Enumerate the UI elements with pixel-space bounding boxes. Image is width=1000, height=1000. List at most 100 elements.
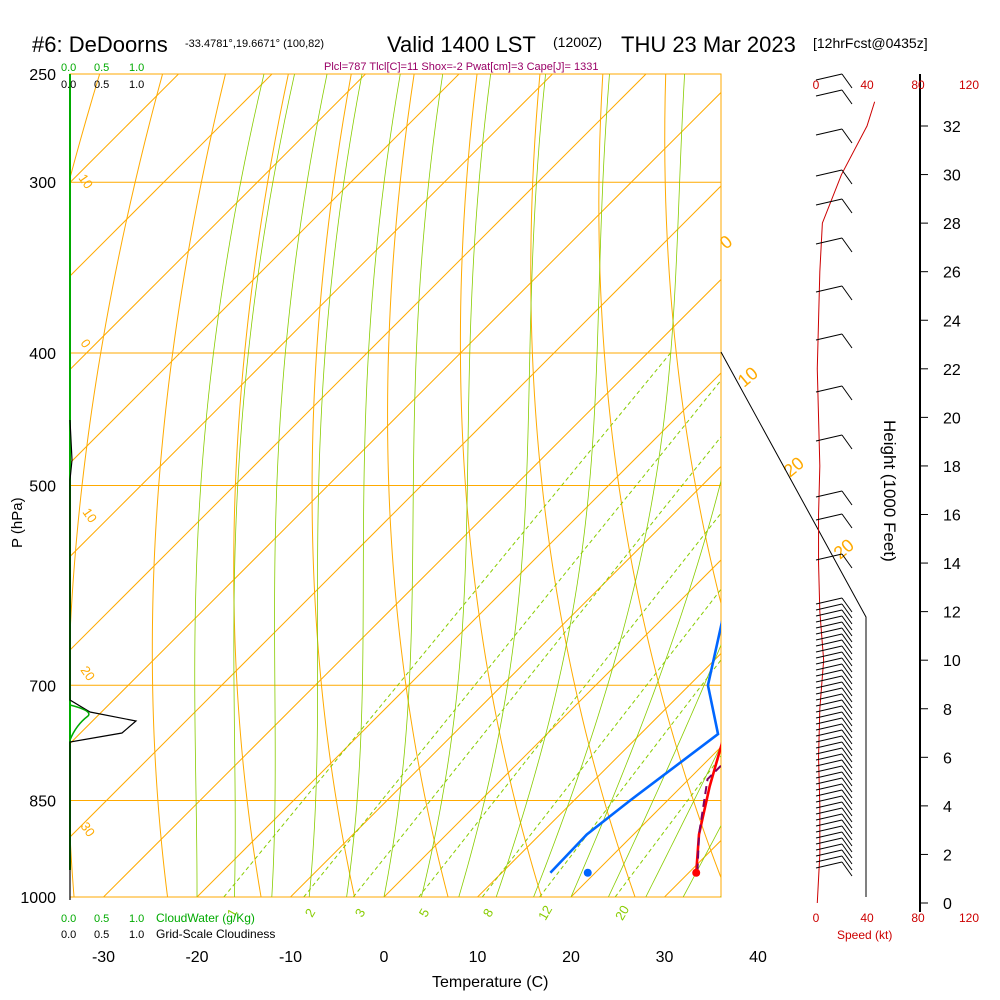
height-tick-label-8: 8 [943,702,952,719]
wind-barb [815,657,843,665]
cloud-scale-top-green-1: 0.5 [94,62,109,74]
mixing-ratio-line [481,588,721,897]
wind-barb [815,651,843,659]
wind-barb-flag [841,89,853,105]
wind-barb-flag [841,639,853,655]
moist-adiabat-label: 0 [716,231,737,253]
moist-adiabat [570,479,721,897]
wind-barb [815,705,843,713]
mixing-ratio-label-20: 20 [612,903,632,923]
pressure-tick-850: 850 [29,794,56,811]
pressure-tick-400: 400 [29,346,56,363]
wind-barb-flag [841,597,853,613]
cloud-scale-top-black-2: 1.0 [129,79,144,91]
dry-adiabat [917,74,1000,897]
wind-barb-flag [841,385,853,401]
height-tick-label-26: 26 [943,265,961,282]
title-valid: Valid 1400 LST [387,32,536,57]
wind-barb [815,609,843,617]
temp-tick-0: 0 [380,949,389,966]
dry-adiabat-label: 20 [78,663,99,683]
wind-barb-flag [841,603,853,619]
wind-barb-flag [841,741,853,757]
moist-adiabat [383,74,444,897]
dry-adiabat [980,74,1000,897]
cloud-water-profile [69,704,90,741]
wind-barb-flag [841,627,853,643]
speed-tick-top-120: 120 [959,78,979,92]
height-tick-label-12: 12 [943,605,961,622]
wind-barb [815,723,843,731]
wind-barb-flag [841,747,853,763]
moist-adiabat [194,74,265,897]
surface-temp-marker [692,868,701,877]
isotherm [70,74,273,277]
dry-adiabat [854,74,1000,897]
wind-barb [815,759,843,767]
wind-barb [815,681,843,689]
y-axis-label: P (hPa) [9,497,26,548]
wind-barb [815,603,843,611]
surface-dew-marker [583,868,592,877]
pressure-tick-1000: 1000 [20,890,56,907]
speed-tick-top-80: 80 [911,78,925,92]
dry-adiabat-label: 10 [80,505,101,525]
wind-barb-flag [841,128,853,144]
wind-barb-flag [841,169,853,185]
wind-barb [815,825,843,833]
height-tick-label-28: 28 [943,216,961,233]
dry-adiabat [459,74,543,897]
wind-barb [815,615,843,623]
wind-barb-flag [841,675,853,691]
isotherm [196,372,721,897]
wind-barb [815,639,843,647]
speed-tick-bottom-120: 120 [959,911,979,925]
isotherm [70,185,721,838]
mixing-ratio-line [539,659,721,897]
wind-barb [815,795,843,803]
pressure-tick-500: 500 [29,479,56,496]
height-tick-label-16: 16 [943,508,961,525]
speed-tick-top-0: 0 [813,78,820,92]
isotherm [70,74,647,651]
wind-barb-flag [841,198,853,214]
isotherm [290,465,721,897]
wind-barb-flag [841,237,853,253]
mixing-ratio-line [418,512,721,897]
dry-adiabat-label: 30 [78,819,99,839]
wind-barb-flag [841,669,853,685]
wind-barb-flag [841,831,853,847]
wind-barb-flag [841,717,853,733]
wind-barb-flag [841,693,853,709]
wind-barb-flag [841,681,853,697]
wind-barb-flag [841,837,853,853]
wind-barb [815,333,843,341]
wind-barb-flag [841,699,853,715]
wind-barb-flag [841,753,853,769]
cloudiness-profile [69,419,138,900]
wind-barb [815,627,843,635]
wind-barb-flag [841,759,853,775]
temperature-line [694,741,721,873]
wind-barb-flag [841,609,853,625]
wind-barb [815,843,843,851]
mixing-ratio-line [352,436,721,897]
wind-barb-flag [841,705,853,721]
wind-barb [815,198,843,206]
wind-barb-flag [841,513,853,529]
cloudiness-label: Grid-Scale Cloudiness [156,927,275,941]
height-tick-label-18: 18 [943,459,961,476]
title-coords: -33.4781°,19.6671° (100,82) [185,38,324,50]
isotherm [70,74,366,371]
isotherm [852,74,1000,897]
wind-barb-flag [841,73,853,89]
title-z: (1200Z) [553,34,602,50]
title-station: #6: DeDoorns [32,32,168,57]
wind-barb [815,747,843,755]
cloud-scale-top-green-2: 1.0 [129,62,144,74]
wind-barb-flag [841,843,853,859]
pressure-tick-700: 700 [29,678,56,695]
wind-barb-flag [841,687,853,703]
height-tick-label-22: 22 [943,362,961,379]
dry-adiabat [311,74,356,897]
